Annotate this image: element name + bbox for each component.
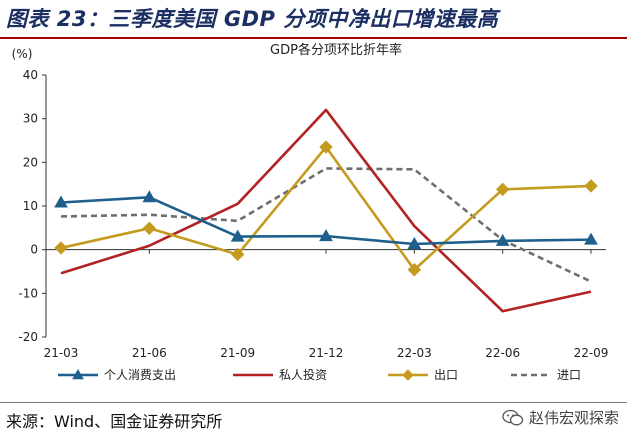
chart-container: GDP各分项环比折年率 (%) -20 -10 0 10 20 30 40 21-03 21-0… xyxy=(0,40,627,404)
series-3 xyxy=(60,167,592,283)
data-point xyxy=(584,232,598,245)
x-tick-label: 21-12 xyxy=(309,346,344,360)
legend-item-2: 出口 xyxy=(388,368,458,382)
y-tick-label: 20 xyxy=(23,155,38,169)
figure-title: 图表 23：三季度美国 GDP 分项中净出口增速最高 xyxy=(6,7,499,31)
legend-item-3: 进口 xyxy=(511,368,581,382)
source-divider xyxy=(0,402,627,403)
data-point xyxy=(495,182,510,197)
series-layer xyxy=(54,108,598,313)
legend-marker xyxy=(72,368,84,380)
data-point xyxy=(319,229,333,242)
data-point xyxy=(54,195,68,208)
y-tick-label: -10 xyxy=(18,286,38,300)
x-tick-label: 22-06 xyxy=(485,346,520,360)
series-line xyxy=(60,167,592,283)
y-tick-label: 30 xyxy=(23,112,38,126)
y-tick-label: -20 xyxy=(18,330,38,344)
line-chart: GDP各分项环比折年率 (%) -20 -10 0 10 20 30 40 21-03 21-0… xyxy=(12,42,609,382)
data-point xyxy=(230,247,245,262)
legend-label: 出口 xyxy=(434,368,458,382)
series-2 xyxy=(54,140,598,277)
wechat-icon xyxy=(502,409,524,425)
legend-label: 私人投资 xyxy=(279,367,327,382)
legend: 个人消费支出 私人投资 出口 进口 xyxy=(58,367,581,382)
x-tick-label: 21-03 xyxy=(44,346,79,360)
x-tick-label: 21-06 xyxy=(132,346,167,360)
watermark-text: 赵伟宏观探索 xyxy=(528,409,619,427)
data-point xyxy=(142,221,157,235)
data-point xyxy=(407,236,422,249)
legend-item-1: 私人投资 xyxy=(233,367,327,382)
legend-label: 个人消费支出 xyxy=(104,368,176,382)
y-tick-label: 40 xyxy=(23,68,38,82)
source-note: 来源：Wind、国金证券研究所 xyxy=(6,412,223,431)
data-point xyxy=(230,229,245,242)
series-0 xyxy=(54,190,598,249)
series-1 xyxy=(60,108,592,313)
y-axis-label: (%) xyxy=(12,47,33,61)
data-point xyxy=(142,190,157,203)
legend-marker xyxy=(402,369,414,381)
y-tick-label: 10 xyxy=(23,199,38,213)
chart-title: GDP各分项环比折年率 xyxy=(270,42,402,58)
legend-item-0: 个人消费支出 xyxy=(58,368,176,382)
data-point xyxy=(54,241,68,255)
axes: -20 -10 0 10 20 30 40 21-03 21-06 21-09 21-12 22-03… xyxy=(18,68,608,360)
data-point xyxy=(319,140,333,154)
data-point xyxy=(495,233,510,246)
x-tick-label: 22-09 xyxy=(574,346,609,360)
data-point xyxy=(407,263,422,277)
x-tick-label: 21-09 xyxy=(220,346,255,360)
watermark: 赵伟宏观探索 xyxy=(502,407,619,428)
data-point xyxy=(584,179,598,193)
series-line xyxy=(60,108,592,313)
x-tick-label: 22-03 xyxy=(397,346,432,360)
legend-label: 进口 xyxy=(557,368,581,382)
title-divider xyxy=(0,37,627,39)
y-tick-label: 0 xyxy=(30,243,38,257)
